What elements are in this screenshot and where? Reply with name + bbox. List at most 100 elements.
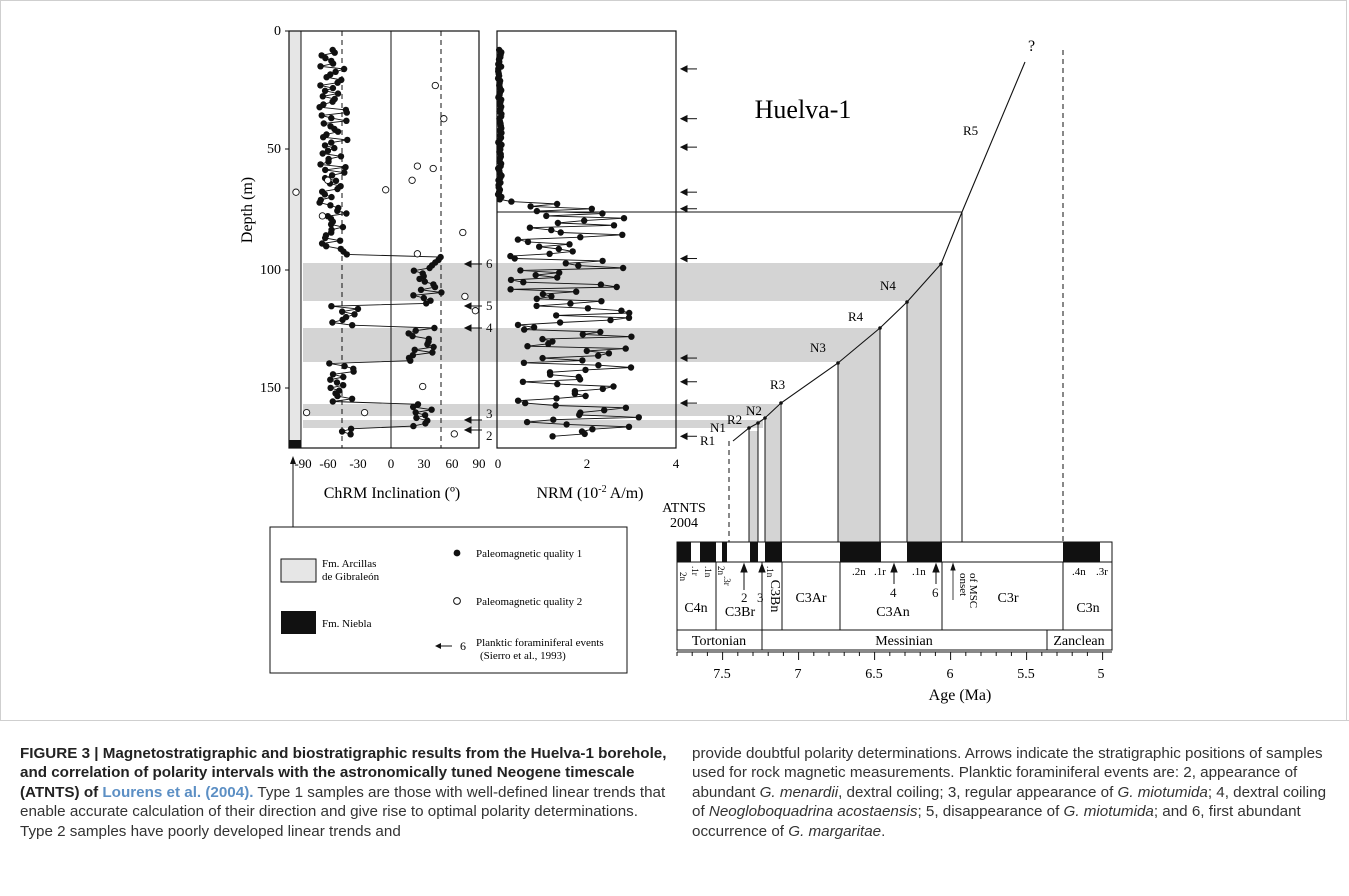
nrm-point bbox=[635, 414, 642, 421]
band-v4 bbox=[907, 263, 940, 542]
band-v1 bbox=[749, 431, 758, 542]
nrm-point bbox=[554, 380, 561, 388]
chrm-point bbox=[329, 398, 336, 405]
chrm-point bbox=[347, 431, 354, 438]
chrm-open-point bbox=[318, 212, 327, 220]
nrm-point bbox=[514, 321, 522, 329]
nrm-point bbox=[575, 262, 582, 269]
age-axis-ticks bbox=[676, 651, 1112, 660]
chrm-point bbox=[328, 139, 335, 146]
chrm-open-point bbox=[461, 292, 469, 301]
chrm-point bbox=[347, 425, 355, 432]
chrm-open-point bbox=[360, 408, 369, 417]
nrm-point bbox=[539, 335, 546, 343]
chrm-point bbox=[327, 202, 334, 209]
chrm-point bbox=[349, 322, 356, 329]
chrm-open-point bbox=[450, 430, 458, 438]
nrm-point bbox=[556, 319, 564, 326]
event-label: 6 bbox=[486, 256, 493, 271]
chrm-point bbox=[351, 311, 358, 318]
nrm-point bbox=[507, 276, 515, 284]
nrm-point bbox=[566, 241, 573, 248]
chrm-point bbox=[429, 349, 436, 356]
nrm-point bbox=[595, 352, 602, 359]
chrm-point bbox=[412, 409, 419, 416]
chrm-point bbox=[334, 392, 341, 400]
chrm-point bbox=[338, 428, 346, 435]
chrm-point bbox=[329, 371, 337, 378]
stage-label: Tortonian bbox=[692, 634, 746, 649]
chrm-point bbox=[410, 422, 417, 430]
nrm-point bbox=[584, 305, 592, 312]
nrm-point bbox=[554, 219, 562, 227]
chrm-open-point bbox=[408, 176, 416, 184]
caption-text: . bbox=[881, 822, 886, 840]
nrm-point bbox=[548, 226, 555, 234]
nrm-point bbox=[599, 210, 606, 217]
nrm-point bbox=[545, 340, 552, 347]
nrm-point bbox=[598, 298, 605, 305]
nrm-point bbox=[573, 288, 580, 295]
chrm-point bbox=[334, 90, 342, 97]
chrm-point bbox=[344, 136, 351, 144]
age-label: ? bbox=[1028, 38, 1035, 55]
nrm-point bbox=[549, 433, 556, 440]
nrm-point bbox=[627, 364, 635, 371]
chrm-open-point bbox=[413, 250, 422, 258]
chrm-point bbox=[331, 49, 338, 56]
rock-magnetic-arrowhead bbox=[679, 377, 688, 386]
chrm-point bbox=[317, 82, 324, 89]
chron-label: C3Bn bbox=[767, 580, 782, 613]
age-tick: 7 bbox=[795, 667, 802, 682]
nrm-tick: 4 bbox=[673, 456, 680, 471]
nrm-point bbox=[511, 255, 518, 262]
chrm-point bbox=[333, 379, 341, 386]
age-label: N4 bbox=[880, 278, 896, 293]
chron-labels: C4n C3Br C3Bn C3Ar C3An C3r C3n bbox=[684, 580, 1099, 620]
chrm-points bbox=[316, 46, 445, 438]
legend-ev-num: 6 bbox=[460, 639, 466, 653]
chrm-open-point bbox=[431, 81, 439, 90]
chrm-point bbox=[327, 384, 334, 392]
chron-event-num: 4 bbox=[890, 585, 897, 600]
chrm-point bbox=[350, 368, 357, 375]
stage-label: Zanclean bbox=[1053, 634, 1104, 649]
nrm-point bbox=[567, 300, 574, 307]
nrm-point bbox=[519, 378, 527, 385]
chrm-point bbox=[339, 308, 346, 315]
chrm-point bbox=[320, 134, 327, 141]
legend-swatch-arcillas bbox=[280, 558, 317, 583]
chrm-point bbox=[336, 237, 344, 244]
chrm-point bbox=[407, 357, 414, 364]
nrm-point bbox=[613, 283, 620, 291]
chrm-point bbox=[430, 343, 437, 351]
nrm-point bbox=[507, 286, 514, 293]
onset-label: onset of MSC bbox=[957, 573, 979, 608]
chrm-point bbox=[321, 142, 329, 149]
nrm-point bbox=[555, 245, 562, 253]
chrm-point bbox=[341, 169, 348, 176]
nrm-point bbox=[524, 238, 532, 246]
species-name: G. miotumida bbox=[1117, 783, 1208, 801]
chrm-open-point bbox=[440, 115, 448, 123]
nrm-point bbox=[517, 267, 524, 274]
age-label: R2 bbox=[727, 412, 742, 427]
nrm-point bbox=[522, 399, 529, 407]
chrm-point bbox=[331, 144, 338, 152]
chrm-point bbox=[339, 223, 347, 231]
caption-title: Magnetostratigraphic and biostratigraphi… bbox=[20, 745, 667, 801]
nrm-point bbox=[532, 271, 539, 279]
legend-q2-marker bbox=[453, 597, 461, 605]
nrm-point bbox=[520, 279, 527, 286]
nrm-point bbox=[523, 418, 531, 426]
age-model-nodes bbox=[747, 262, 943, 430]
chrm-point bbox=[438, 289, 445, 296]
atnts-year: 2004 bbox=[670, 516, 698, 531]
depth-axis: 0 50 100 150 Depth (m) bbox=[239, 24, 289, 396]
chrm-point bbox=[328, 229, 335, 236]
nrm-point bbox=[589, 426, 596, 433]
nrm-point bbox=[581, 430, 588, 438]
nrm-point bbox=[581, 217, 588, 224]
citation-link[interactable]: Lourens et al. (2004). bbox=[102, 783, 254, 801]
caption-divider bbox=[0, 720, 1349, 721]
